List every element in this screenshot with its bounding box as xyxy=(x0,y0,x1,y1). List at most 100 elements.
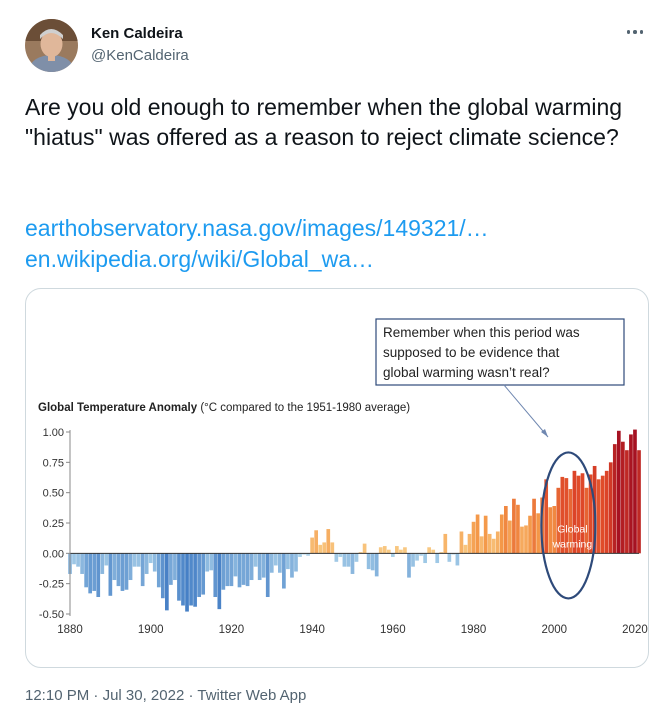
bar-2008 xyxy=(584,487,589,554)
bar-1948 xyxy=(342,553,347,567)
bar-1904 xyxy=(165,553,169,611)
x-tick-label: 1880 xyxy=(57,624,83,636)
bar-1887 xyxy=(96,553,101,598)
bar-1936 xyxy=(294,553,298,572)
tweet-timestamp[interactable]: 12:10 PM · Jul 30, 2022 · Twitter Web Ap… xyxy=(25,686,306,706)
bar-1971 xyxy=(435,553,440,564)
bar-1897 xyxy=(136,553,141,567)
x-tick-label: 1920 xyxy=(219,624,245,636)
bar-1910 xyxy=(189,553,193,606)
bar-1925 xyxy=(249,553,254,581)
tweet-link-nasa[interactable]: earthobservatory.nasa.gov/images/149321/… xyxy=(25,215,489,241)
author-handle[interactable]: @KenCaldeira xyxy=(91,47,189,64)
bar-1919 xyxy=(225,553,230,587)
y-tick-label: -0.50 xyxy=(39,609,64,621)
bar-1890 xyxy=(108,553,113,596)
bar-1884 xyxy=(84,553,88,588)
annotation-box xyxy=(375,318,625,386)
bar-1973 xyxy=(443,533,448,554)
y-tick-label: 0.00 xyxy=(43,548,64,560)
bar-1982 xyxy=(479,536,484,554)
bar-1967 xyxy=(419,553,423,556)
bar-1994 xyxy=(528,515,532,554)
bar-1984 xyxy=(487,533,492,554)
bar-1882 xyxy=(76,553,80,567)
bar-1972 xyxy=(439,552,444,554)
tweet-time: 12:10 PM xyxy=(25,687,90,704)
hiatus-label: Global warming “haitus” xyxy=(552,524,593,566)
bar-1935 xyxy=(290,553,294,578)
bar-1931 xyxy=(273,553,278,566)
hiatus-ellipse xyxy=(540,451,597,600)
bar-1999 xyxy=(548,507,553,554)
bar-1987 xyxy=(499,514,504,554)
bar-1917 xyxy=(217,553,222,610)
bar-1902 xyxy=(156,553,161,588)
bar-1907 xyxy=(177,553,181,601)
bar-1885 xyxy=(88,553,93,594)
bar-1934 xyxy=(286,553,290,570)
bar-1958 xyxy=(382,546,387,554)
tweet-text: Are you old enough to remember when the … xyxy=(25,94,629,150)
chart-title-main: Global Temperature Anomaly xyxy=(38,402,198,414)
bar-1937 xyxy=(298,553,302,557)
bar-2002 xyxy=(560,476,565,554)
tweet-source[interactable]: Twitter Web App xyxy=(197,687,307,704)
bar-1898 xyxy=(140,553,145,587)
annotation-pointer xyxy=(503,384,549,438)
bar-1950 xyxy=(350,553,355,574)
bar-1903 xyxy=(160,553,165,599)
bar-1929 xyxy=(265,553,270,598)
bar-1930 xyxy=(269,553,274,573)
bar-1962 xyxy=(399,549,403,554)
bar-1927 xyxy=(257,553,262,581)
bar-1894 xyxy=(124,553,129,590)
bar-2015 xyxy=(612,444,617,554)
bar-1916 xyxy=(213,553,218,598)
chart-title-note: (°C compared to the 1951-1980 average) xyxy=(200,402,410,414)
bar-1969 xyxy=(427,547,431,554)
bar-1974 xyxy=(447,553,452,562)
bar-1980 xyxy=(471,521,476,554)
author-name[interactable]: Ken Caldeira xyxy=(91,25,183,42)
bar-1949 xyxy=(346,553,351,567)
bar-1912 xyxy=(197,553,201,598)
bar-2007 xyxy=(580,473,585,554)
bar-1901 xyxy=(152,553,157,572)
bar-1881 xyxy=(72,553,76,565)
bar-1893 xyxy=(120,553,125,591)
bar-2020 xyxy=(633,429,637,554)
y-tick-label: 0.75 xyxy=(43,457,64,469)
bar-1906 xyxy=(173,553,177,581)
x-tick-label: 1900 xyxy=(138,624,164,636)
bar-2016 xyxy=(616,430,621,554)
x-tick-label: 1960 xyxy=(380,624,406,636)
bar-1946 xyxy=(334,553,339,562)
bar-1928 xyxy=(261,553,266,578)
bar-2006 xyxy=(576,475,581,554)
bar-1998 xyxy=(544,479,549,554)
bar-2013 xyxy=(604,470,609,554)
more-dots-icon[interactable] xyxy=(622,22,648,42)
tweet-media-image[interactable]: 1.00 0.75 0.50 0.25 0.00 -0.25 -0.50 1880 1900 1… xyxy=(25,288,649,668)
bar-1942 xyxy=(318,544,323,554)
bar-1988 xyxy=(503,506,508,554)
bar-1891 xyxy=(112,553,117,581)
bar-1956 xyxy=(374,553,379,577)
tweet-link-wikipedia[interactable]: en.wikipedia.org/wiki/Global_wa… xyxy=(25,246,374,272)
annotation-text: Remember when this period was supposed to… xyxy=(383,325,580,380)
bar-1975 xyxy=(451,553,456,555)
bar-1938 xyxy=(302,553,306,555)
footer-separator: · xyxy=(188,687,194,704)
chart-title: Global Temperature Anomaly (°C compared … xyxy=(38,402,410,414)
y-tick-label: -0.25 xyxy=(39,579,64,591)
footer-separator: · xyxy=(93,687,99,704)
bar-1993 xyxy=(524,525,528,554)
bar-1886 xyxy=(92,553,97,591)
bar-1944 xyxy=(326,529,331,554)
bar-1979 xyxy=(467,533,472,554)
bar-1947 xyxy=(338,553,343,557)
temperature-anomaly-chart: 1.00 0.75 0.50 0.25 0.00 -0.25 -0.50 1880 1900 1… xyxy=(38,318,648,636)
bar-1940 xyxy=(310,537,314,554)
avatar[interactable] xyxy=(25,19,78,72)
